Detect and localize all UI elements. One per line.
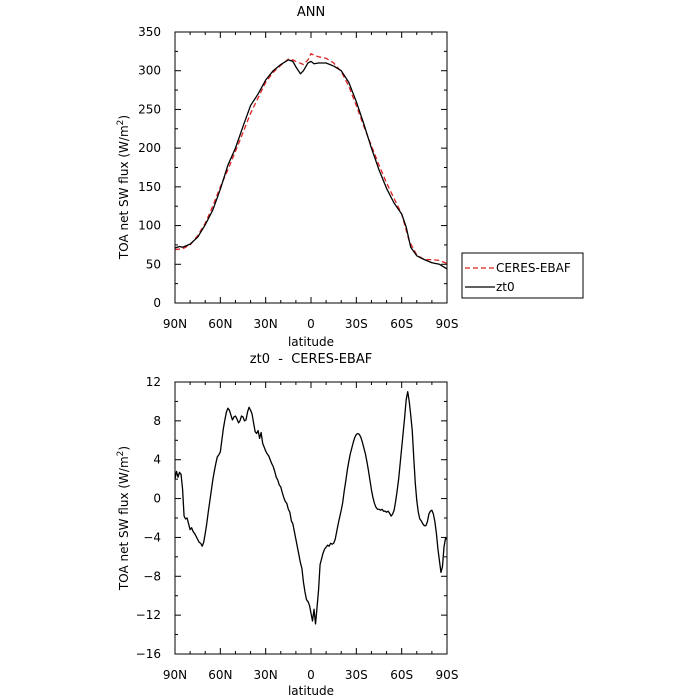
top-x-axis-label: latitude [288,335,334,349]
svg-text:TOA net SW flux (W/m2): TOA net SW flux (W/m2) [116,115,131,260]
legend: CERES-EBAF zt0 [461,252,584,299]
top-chart-title: ANN [297,5,325,20]
top-x-tick-label: 60N [208,317,232,331]
top-y-tick-label: 150 [138,180,161,194]
top-y-axis-label: TOA net SW flux (W/m2) [116,115,131,260]
top-y-tick-label: 300 [138,64,161,78]
bottom-y-axis-label: TOA net SW flux (W/m2) [116,446,131,591]
top-panel: ANN TOA net SW flux (W/m2) 90N 60N 30N 0 30S… [116,5,584,349]
top-ticks: 90N 60N 30N 0 30S 60S 90S 0 50 100 150 200 250 300 350 [138,25,458,331]
bottom-x-tick-label: 0 [307,668,315,682]
bottom-x-tick-label: 60N [208,668,232,682]
legend-label-ceres-ebaf: CERES-EBAF [496,261,571,275]
bottom-y-tick-label: −4 [143,530,161,544]
bottom-chart-title: zt0 - CERES-EBAF [250,352,372,367]
bottom-y-tick-label: 0 [153,492,161,506]
legend-label-zt0: zt0 [496,280,515,294]
top-series [174,53,448,270]
bottom-series [174,391,448,625]
bottom-x-tick-label: 30N [254,668,278,682]
bottom-x-tick-label: 60S [390,668,413,682]
top-y-tick-label: 350 [138,25,161,39]
top-series-line-zt0 [174,59,448,270]
legend-box [461,252,584,299]
top-y-tick-label: 100 [138,219,161,233]
top-y-tick-label: 0 [153,296,161,310]
bottom-x-tick-label: 90N [163,668,187,682]
bottom-y-tick-label: 4 [153,453,161,467]
top-x-tick-label: 90S [436,317,459,331]
top-x-tick-label: 0 [307,317,315,331]
bottom-x-axis-label: latitude [288,684,334,698]
bottom-y-tick-label: −16 [136,647,161,661]
bottom-plot-frame [174,381,448,655]
bottom-y-tick-label: 8 [153,414,161,428]
top-y-tick-label: 250 [138,102,161,116]
top-plot-frame [174,31,448,304]
top-x-tick-label: 90N [163,317,187,331]
bottom-y-tick-label: −12 [136,608,161,622]
bottom-ticks: 90N 60N 30N 0 30S 60S 90S −16 −12 −8 −4 0 4 8 12 [136,375,459,682]
top-y-tick-label: 200 [138,141,161,155]
top-y-tick-label: 50 [146,257,161,271]
bottom-y-tick-label: 12 [146,375,161,389]
bottom-y-tick-label: −8 [143,569,161,583]
bottom-series-line-0 [174,391,448,625]
svg-text:TOA net SW flux (W/m2): TOA net SW flux (W/m2) [116,446,131,591]
bottom-x-tick-label: 30S [345,668,368,682]
bottom-panel: zt0 - CERES-EBAF TOA net SW flux (W/m2) … [116,352,458,698]
bottom-x-tick-label: 90S [436,668,459,682]
top-x-tick-label: 30S [345,317,368,331]
top-series-line-ceres-ebaf [174,53,448,265]
top-x-tick-label: 60S [390,317,413,331]
top-x-tick-label: 30N [254,317,278,331]
